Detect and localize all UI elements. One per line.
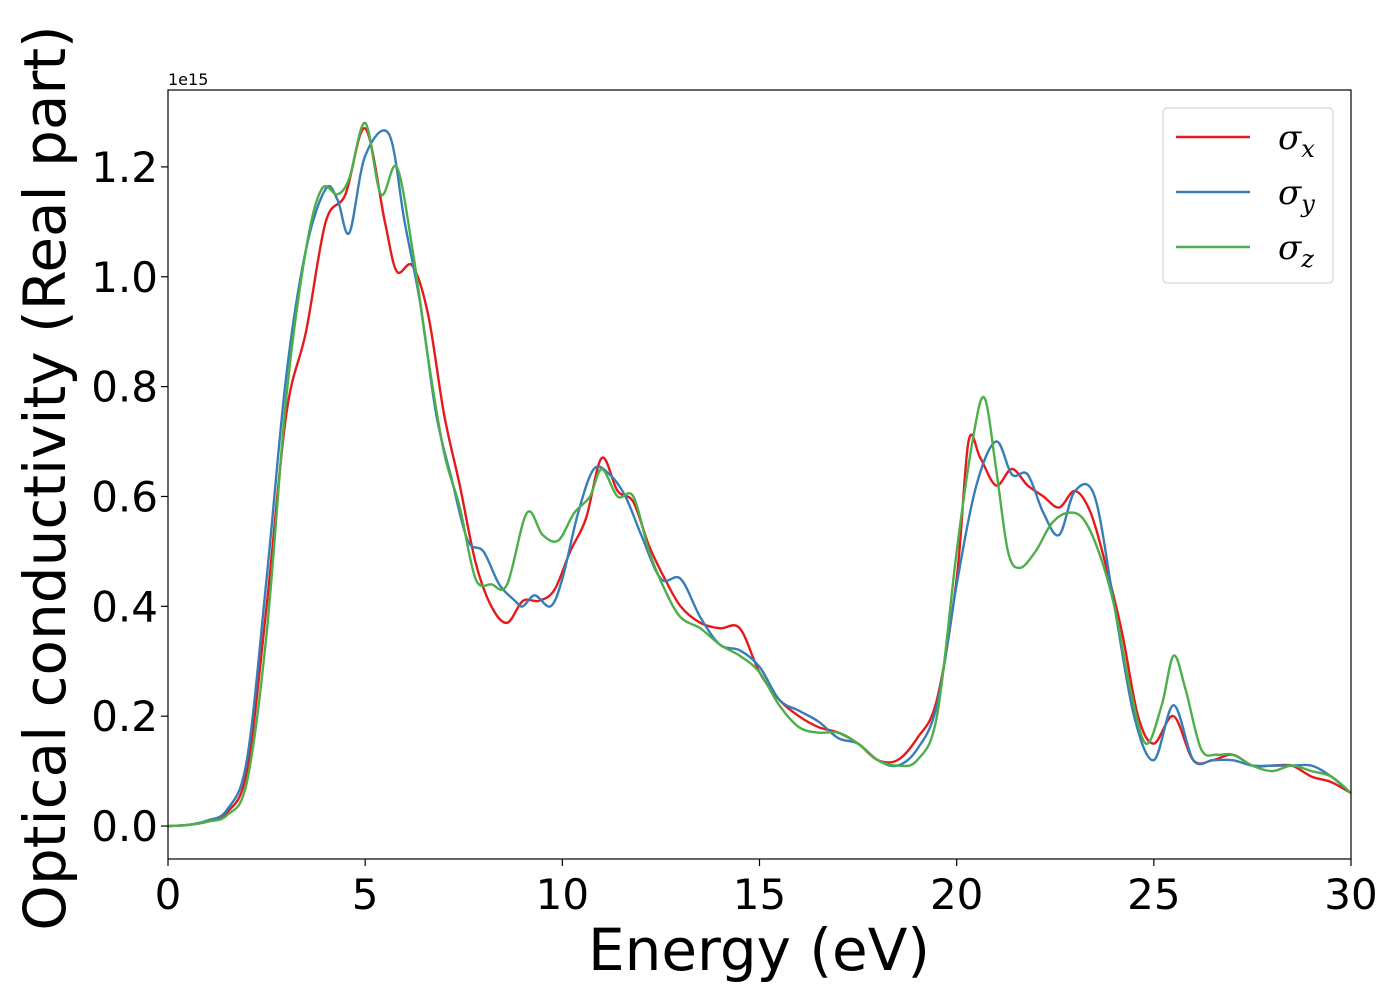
y-tick-label: 0.0 xyxy=(91,802,158,851)
legend-label-y: σy xyxy=(1278,173,1315,218)
plot-lines xyxy=(167,121,1352,828)
series-line-y xyxy=(167,129,1352,828)
y-axis-ticks: 0.0 0.2 0.4 0.6 0.8 1.0 1.2 xyxy=(91,143,168,851)
series-line-x xyxy=(167,127,1352,828)
x-axis-title: Energy (eV) xyxy=(588,916,930,984)
x-tick-label: 30 xyxy=(1324,870,1377,919)
legend-label-z: σz xyxy=(1278,228,1314,273)
y-offset-label: 1e15 xyxy=(168,70,208,89)
x-tick-label: 0 xyxy=(155,870,182,919)
x-axis-ticks: 0 5 10 15 20 25 30 xyxy=(155,859,1378,919)
y-tick-label: 1.0 xyxy=(91,253,158,302)
x-tick-label: 5 xyxy=(352,870,379,919)
y-tick-label: 0.2 xyxy=(91,692,158,741)
legend: σx σy σz xyxy=(1162,107,1334,284)
y-tick-label: 0.4 xyxy=(91,582,158,631)
x-tick-label: 25 xyxy=(1127,870,1180,919)
y-axis-title: Optical conductivity (Real part) xyxy=(11,25,79,930)
x-tick-label: 20 xyxy=(930,870,983,919)
legend-label-x: σx xyxy=(1278,118,1315,163)
series-line-z xyxy=(167,121,1352,828)
x-tick-label: 10 xyxy=(536,870,589,919)
x-tick-label: 15 xyxy=(733,870,786,919)
y-tick-label: 0.6 xyxy=(91,472,158,521)
y-tick-label: 1.2 xyxy=(91,143,158,192)
legend-frame xyxy=(1162,107,1334,284)
y-tick-label: 0.8 xyxy=(91,363,158,412)
